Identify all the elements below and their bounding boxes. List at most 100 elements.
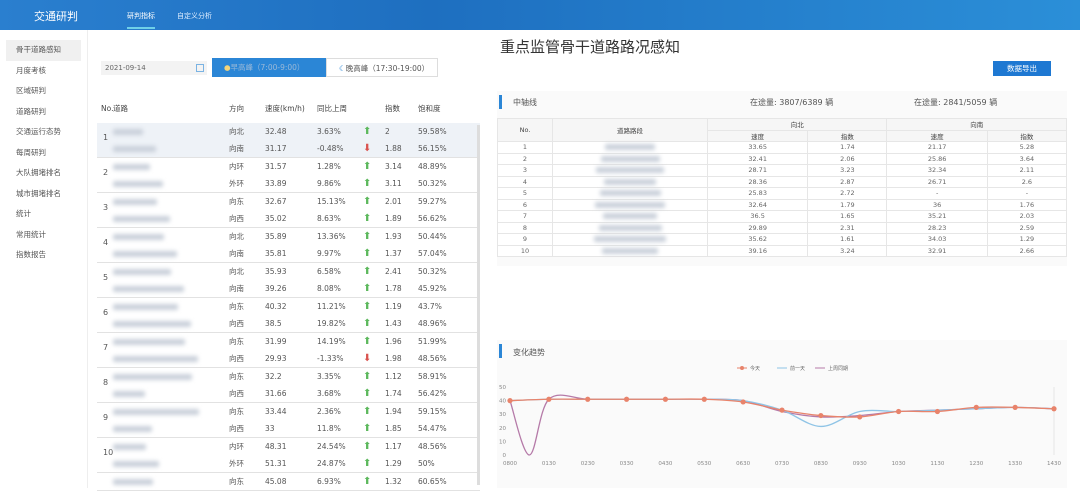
sidebar-item[interactable]: 区域研判: [16, 86, 46, 95]
x-tick-label: 0530: [697, 461, 711, 467]
calendar-icon[interactable]: [196, 64, 204, 72]
arrow-up-icon: ⬆: [363, 231, 372, 242]
table-row[interactable]: 内环 48.31 24.54% ⬆ 1.17 48.56%: [97, 438, 480, 455]
cell: 28.71: [706, 164, 809, 177]
arrow-up-icon: ⬆: [363, 178, 372, 189]
sidebar-item[interactable]: 统计: [16, 209, 31, 218]
speed: 33.89: [265, 179, 287, 188]
table-row[interactable]: 4 28.36 2.87 26.71 2.6: [497, 175, 1068, 188]
sidebar-item[interactable]: 城市拥堵排名: [16, 188, 61, 198]
table-row[interactable]: 向东 45.08 6.93% ⬆ 1.32 60.65%: [97, 473, 480, 490]
sidebar-item[interactable]: 大队拥堵排名: [16, 168, 61, 177]
data-point: [740, 399, 746, 405]
table-row[interactable]: 向东 40.32 11.21% ⬆ 1.19 43.7%: [97, 298, 480, 315]
tab-indicators[interactable]: 研判指标: [127, 11, 155, 29]
morning-peak-button[interactable]: ●早高峰（7:00-9:00）: [212, 58, 326, 77]
scrollbar[interactable]: [477, 125, 480, 485]
table-row[interactable]: 向西 35.02 8.63% ⬆ 1.89 56.62%: [97, 210, 480, 227]
cell: 32.34: [886, 164, 988, 177]
table-row[interactable]: 向北 32.48 3.63% ⬆ 2 59.58%: [97, 123, 480, 140]
table-row[interactable]: 向南 39.26 8.08% ⬆ 1.78 45.92%: [97, 280, 480, 297]
evening-peak-button[interactable]: ☾晚高峰（17:30-19:00）: [326, 58, 438, 77]
yoy: 15.13%: [317, 197, 346, 206]
table-row[interactable]: 3 28.71 3.23 32.34 2.11: [497, 164, 1068, 177]
table-row[interactable]: 向南 35.81 9.97% ⬆ 1.37 57.04%: [97, 245, 480, 262]
speed: 45.08: [265, 477, 287, 486]
x-tick-label: 1030: [892, 461, 906, 467]
direction: 外环: [229, 179, 244, 188]
cell: 35.62: [706, 233, 809, 246]
sun-icon: ●: [224, 63, 231, 72]
data-point: [1051, 406, 1057, 412]
table-row[interactable]: 1 33.65 1.74 21.17 5.28: [497, 141, 1068, 154]
row-number: 2: [103, 168, 109, 177]
table-row[interactable]: 向东 33.44 2.36% ⬆ 1.94 59.15%: [97, 403, 480, 420]
cell: 3.24: [807, 244, 888, 257]
table-row[interactable]: 向西 33 11.8% ⬆ 1.85 54.47%: [97, 420, 480, 437]
x-tick-label: 0800: [503, 461, 517, 467]
sidebar-item[interactable]: 交通运行态势: [16, 127, 61, 136]
sidebar-item[interactable]: 常用统计: [16, 229, 46, 239]
x-tick-label: 0630: [736, 461, 750, 467]
table-row[interactable]: 内环 31.57 1.28% ⬆ 3.14 48.89%: [97, 158, 480, 175]
tab-custom-analysis[interactable]: 自定义分析: [177, 12, 212, 20]
row-no: 2: [497, 152, 553, 165]
cell: 2.11: [986, 164, 1068, 177]
export-button[interactable]: 数据导出: [993, 61, 1051, 76]
table-row[interactable]: 向东 31.99 14.19% ⬆ 1.96 51.99%: [97, 333, 480, 350]
sidebar-item[interactable]: 道路研判: [16, 106, 46, 116]
table-group: 2 内环 31.57 1.28% ⬆ 3.14 48.89% 外环 33.89 …: [97, 158, 480, 193]
table-row[interactable]: 向东 32.2 3.35% ⬆ 1.12 58.91%: [97, 368, 480, 385]
data-point: [546, 396, 552, 402]
table-row[interactable]: 外环 51.31 24.87% ⬆ 1.29 50%: [97, 455, 480, 472]
legend-label: 上周同期: [828, 365, 848, 372]
sidebar-item[interactable]: 骨干道路感知: [6, 40, 81, 61]
table-group: 10 内环 48.31 24.54% ⬆ 1.17 48.56% 外环 51.3…: [97, 438, 480, 473]
col-speed: 速度: [886, 129, 988, 142]
direction: 向南: [229, 249, 244, 258]
table-row[interactable]: 向西 31.66 3.68% ⬆ 1.74 56.42%: [97, 385, 480, 402]
row-number: 3: [103, 203, 109, 212]
table-row[interactable]: 10 39.16 3.24 32.91 2.66: [497, 244, 1068, 257]
sidebar-item[interactable]: 月度考核: [16, 65, 46, 75]
series-line: [509, 398, 1055, 428]
arrow-up-icon: ⬆: [363, 336, 372, 347]
speed: 31.66: [265, 389, 287, 398]
table-row[interactable]: 7 36.5 1.65 35.21 2.03: [497, 210, 1068, 223]
table-row[interactable]: 向北 35.93 6.58% ⬆ 2.41 50.32%: [97, 263, 480, 280]
table-row[interactable]: 2 32.41 2.06 25.86 3.64: [497, 152, 1068, 165]
y-tick-label: 10: [499, 439, 506, 445]
date-picker[interactable]: 2021-09-14: [101, 61, 207, 75]
index: 1.12: [385, 372, 402, 381]
index: 1.93: [385, 232, 402, 241]
cell: 2.72: [807, 187, 888, 200]
direction: 向西: [229, 424, 244, 433]
table-row[interactable]: 向西 29.93 -1.33% ⬇ 1.98 48.56%: [97, 350, 480, 367]
speed: 35.81: [265, 249, 287, 258]
direction: 向北: [229, 232, 244, 241]
y-tick-label: 40: [499, 399, 506, 405]
cell: 33.65: [706, 141, 809, 154]
legend-label: 前一天: [790, 365, 805, 372]
cell: 2.6: [986, 175, 1068, 188]
cell: 3.23: [807, 164, 888, 177]
table-row[interactable]: 向北 35.89 13.36% ⬆ 1.93 50.44%: [97, 228, 480, 245]
table-row[interactable]: 向西 38.5 19.82% ⬆ 1.43 48.96%: [97, 315, 480, 332]
table-row[interactable]: 8 29.89 2.31 28.23 2.59: [497, 221, 1068, 234]
saturation: 59.27%: [418, 197, 447, 206]
table-row[interactable]: 向东 32.67 15.13% ⬆ 2.01 59.27%: [97, 193, 480, 210]
table-row[interactable]: 向南 31.17 -0.48% ⬇ 1.88 56.15%: [97, 140, 480, 157]
segment-table: No. 道路路段 向北 向南 速度 指数 速度 指数 1 33.65 1.74 21.17 5.28…: [497, 118, 1068, 257]
table-row[interactable]: 外环 33.89 9.86% ⬆ 3.11 50.32%: [97, 175, 480, 192]
table-row[interactable]: 6 32.64 1.79 36 1.76: [497, 198, 1068, 211]
saturation: 56.42%: [418, 389, 447, 398]
index: 1.19: [385, 302, 402, 311]
table-row[interactable]: 5 25.83 2.72- -: [497, 187, 1068, 200]
col-speed: 速度(km/h): [265, 104, 305, 113]
sidebar-item[interactable]: 每周研判: [16, 147, 46, 157]
data-point: [701, 396, 707, 402]
speed: 31.99: [265, 337, 287, 346]
sidebar-item[interactable]: 指数报告: [16, 250, 46, 259]
row-number: 4: [103, 238, 109, 247]
table-row[interactable]: 9 35.62 1.61 34.03 1.29: [497, 233, 1068, 246]
